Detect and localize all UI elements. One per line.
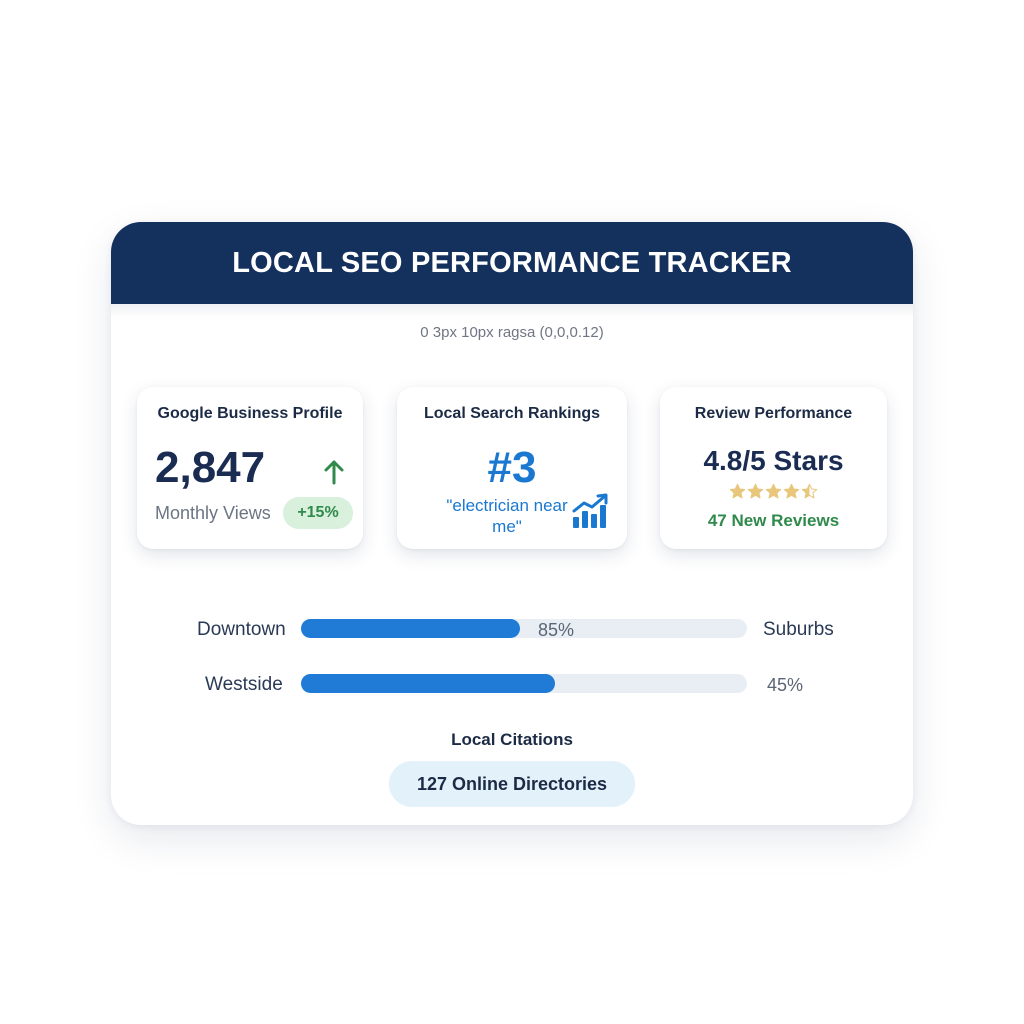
star-icon: [765, 483, 782, 499]
region-westside-percent: 45%: [767, 675, 804, 695]
region-downtown-fill: [301, 619, 520, 638]
header-caption: 0 3px 10px ragsa (0,0,0.12): [420, 324, 604, 341]
gbp-change-badge: +15%: [283, 497, 353, 529]
citations-count-badge[interactable]: 127 Online Directories: [389, 761, 635, 807]
rankings-position-value: #3: [487, 443, 537, 492]
page-title: LOCAL SEO PERFORMANCE TRACKER: [232, 246, 792, 279]
seo-tracker-panel: LOCAL SEO PERFORMANCE TRACKER 0 3px 10px…: [111, 222, 913, 825]
reviews-card[interactable]: Review Performance 4.8/5 Stars 47 New Re…: [660, 387, 887, 549]
gbp-card-title: Google Business Profile: [157, 405, 343, 422]
star-rating: [660, 483, 887, 500]
star-icon: [783, 483, 800, 499]
star-icon: [729, 483, 746, 499]
header-bar: LOCAL SEO PERFORMANCE TRACKER: [111, 222, 913, 304]
citations-title: Local Citations: [451, 730, 573, 749]
chart-growth-icon: [572, 493, 608, 528]
region-downtown-percent: 85%: [538, 620, 575, 640]
region-downtown-track: [301, 619, 747, 638]
gbp-card[interactable]: Google Business Profile 2,847 Monthly Vi…: [137, 387, 363, 549]
reviews-new-count: 47 New Reviews: [707, 511, 840, 530]
reviews-rating-value: 4.8/5 Stars: [703, 445, 844, 476]
gbp-views-value: 2,847: [155, 443, 266, 492]
header-shadow: [111, 304, 913, 318]
rankings-card[interactable]: Local Search Rankings #3 "electrician ne…: [397, 387, 627, 549]
region-westside-track: [301, 674, 747, 693]
rankings-keyword: "electrician near me": [446, 496, 568, 536]
region-westside-label: Westside: [205, 674, 283, 695]
region-suburbs-label: Suburbs: [763, 619, 834, 640]
arrow-up-icon: [324, 460, 344, 485]
gbp-views-label: Monthly Views: [155, 503, 271, 523]
region-westside-fill: [301, 674, 556, 693]
star-icon: [747, 483, 764, 499]
rankings-card-title: Local Search Rankings: [423, 405, 601, 422]
star-icon: [801, 483, 818, 499]
reviews-card-title: Review Performance: [694, 405, 853, 422]
region-downtown-label: Downtown: [197, 619, 286, 640]
